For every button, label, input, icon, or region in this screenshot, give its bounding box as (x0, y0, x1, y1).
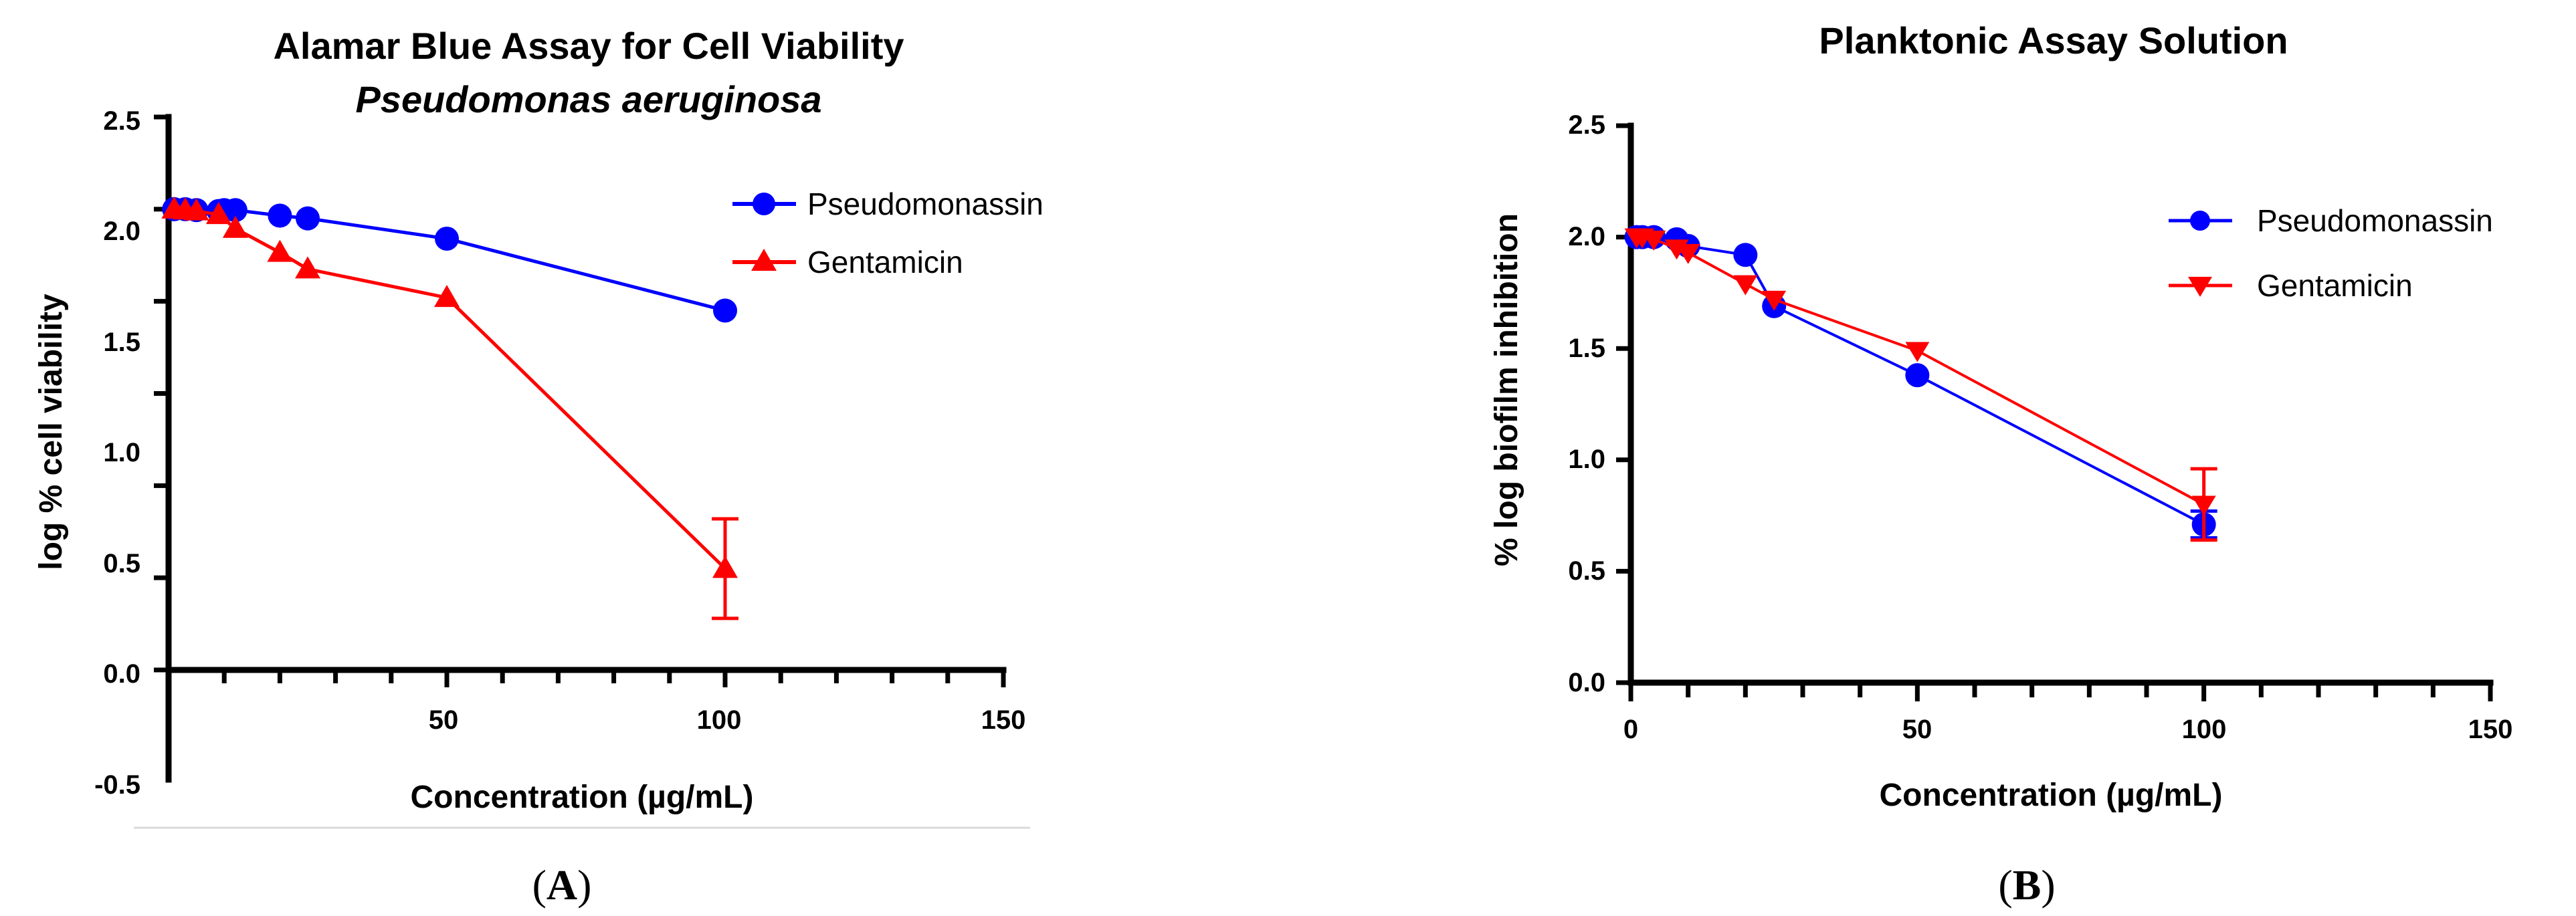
chart-a-series-pseudomonassin-point (713, 298, 737, 323)
chart-a-axes (154, 114, 1007, 783)
chart-b-y-tick-labels: 0.0 0.5 1.0 1.5 2.0 2.5 (1568, 110, 1605, 697)
chart-b-y-tick-label: 2.0 (1568, 222, 1605, 251)
chart-b-y-tick-label: 0.5 (1568, 556, 1605, 586)
chart-a-series-gentamicin-point (434, 285, 460, 308)
chart-a-legend-marker-gentamicin (751, 249, 777, 271)
chart-b-legend-marker-pseudomonassin (2190, 211, 2210, 231)
chart-b-series-pseudomonassin (1624, 225, 2217, 540)
chart-a-x-tick-labels: 50 100 150 (429, 705, 1026, 735)
chart-b-y-tick-label: 2.5 (1568, 110, 1605, 140)
chart-a-subtitle: Pseudomonas aeruginosa (355, 78, 821, 120)
chart-b-x-tick-label: 100 (2182, 715, 2227, 744)
chart-b-legend: Pseudomonassin Gentamicin (2169, 203, 2493, 303)
chart-a-series-pseudomonassin-point (268, 203, 292, 228)
chart-a-legend: Pseudomonassin Gentamicin (732, 187, 1044, 279)
chart-a-y-tick-label: 1.5 (103, 328, 140, 357)
chart-a-series-pseudomonassin-point (296, 206, 320, 231)
chart-a-legend-marker-pseudomonassin (753, 193, 775, 215)
chart-b-series-gentamicin-point (1642, 230, 1666, 251)
chart-b-series-gentamicin-point (1676, 243, 1700, 264)
chart-b-series-gentamicin-point (1762, 290, 1787, 311)
chart-panel-b: Planktonic Assay Solution 0.0 0.5 1.0 1.… (1489, 19, 2512, 813)
chart-b-y-tick-label: 1.0 (1568, 445, 1605, 474)
panel-a-label: (A) (532, 861, 592, 909)
chart-b-y-axis-label: % log biofilm inhibition (1489, 213, 1524, 566)
chart-b-legend-label-pseudomonassin: Pseudomonassin (2257, 203, 2493, 238)
chart-a-series-gentamicin-point (712, 556, 738, 578)
chart-a-series-gentamicin-point (222, 215, 248, 238)
chart-b-series-pseudomonassin-point (1905, 363, 1930, 388)
chart-b-y-tick-label: 0.0 (1568, 668, 1605, 697)
chart-a-title: Alamar Blue Assay for Cell Viability (273, 25, 904, 67)
chart-a-y-axis-label: log % cell viability (33, 294, 69, 570)
chart-a-series-pseudomonassin-point (435, 226, 459, 251)
chart-a-legend-label-pseudomonassin: Pseudomonassin (807, 187, 1044, 221)
chart-a-series-gentamicin-line (174, 207, 726, 570)
chart-b-series-pseudomonassin-point (1733, 243, 1758, 267)
chart-b-x-axis-label: Concentration (µg/mL) (1880, 778, 2223, 813)
chart-a-y-tick-label: 0.5 (103, 549, 140, 578)
chart-a-series-gentamicin (161, 196, 738, 620)
chart-b-legend-marker-gentamicin (2188, 277, 2212, 297)
chart-a-series-gentamicin-point (205, 202, 231, 225)
chart-a-y-tick-labels: -0.5 0.0 0.5 1.0 1.5 2.0 2.5 (94, 106, 140, 800)
chart-a-legend-label-gentamicin: Gentamicin (807, 245, 963, 279)
chart-b-series-gentamicin-point (1733, 275, 1758, 296)
chart-a-series-gentamicin-point (183, 198, 209, 221)
chart-a-y-tick-label: 2.5 (103, 106, 140, 136)
chart-b-series-gentamicin-point (1905, 342, 1930, 362)
chart-a-x-axis-label: Concentration (µg/mL) (411, 780, 754, 815)
chart-a-y-tick-label: 0.0 (103, 659, 140, 689)
chart-b-legend-label-gentamicin: Gentamicin (2257, 268, 2413, 303)
chart-b-series-gentamicin-point (2191, 495, 2216, 516)
chart-a-x-tick-label: 50 (429, 705, 459, 735)
chart-b-x-tick-label: 150 (2468, 715, 2513, 744)
chart-b-x-tick-label: 50 (1902, 715, 1933, 744)
chart-a-series-pseudomonassin-point (223, 198, 247, 223)
chart-a-y-tick-label: -0.5 (94, 770, 140, 800)
chart-b-x-tick-labels: 0 50 100 150 (1623, 715, 2513, 744)
chart-b-series-gentamicin (1624, 228, 2217, 542)
chart-panel-a: Alamar Blue Assay for Cell Viability Pse… (33, 25, 1044, 815)
panel-b-label: (B) (1998, 861, 2055, 909)
chart-a-x-tick-label: 150 (981, 705, 1026, 735)
chart-a-y-tick-label: 1.0 (103, 438, 140, 467)
chart-b-x-tick-label: 0 (1623, 715, 1638, 744)
chart-a-series-gentamicin-point (267, 239, 293, 262)
chart-b-title: Planktonic Assay Solution (1819, 19, 2288, 62)
chart-a-x-tick-label: 100 (697, 705, 742, 735)
chart-b-axes (1616, 122, 2494, 701)
chart-a-y-tick-label: 2.0 (103, 217, 140, 246)
chart-b-y-tick-label: 1.5 (1568, 334, 1605, 363)
chart-a-series-gentamicin-point (295, 256, 320, 279)
